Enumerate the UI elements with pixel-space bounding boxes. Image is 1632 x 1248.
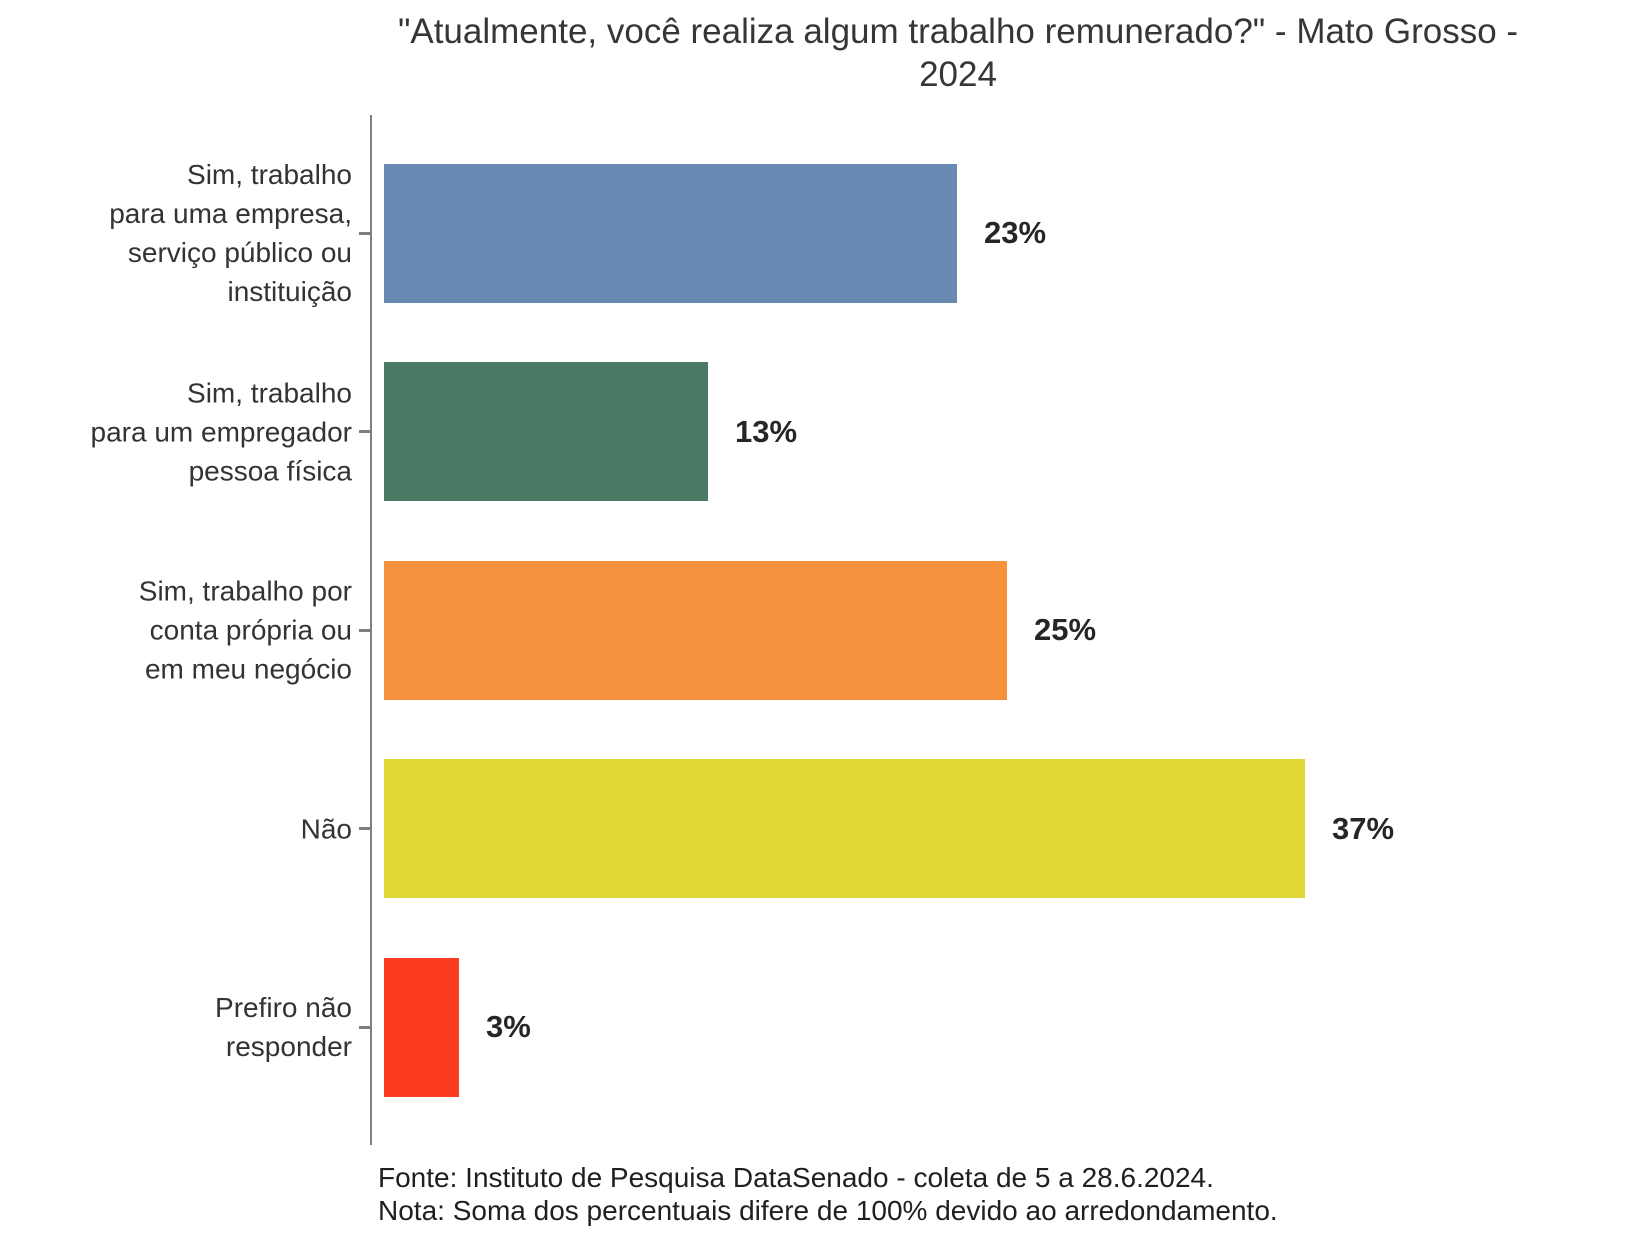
value-label: 13% (735, 413, 798, 449)
plot-area: 23% 13% 25% 37% 3% (359, 115, 1630, 1145)
category-label: Sim, trabalho para um empregador pessoa fí… (90, 377, 352, 486)
bar (384, 759, 1305, 898)
category-label: Não (300, 813, 352, 844)
value-label: 25% (1034, 612, 1097, 647)
category-label: Sim, trabalho para uma empresa, serviço pú… (109, 159, 352, 307)
chart-title: "Atualmente, você realiza algum trabalho… (397, 12, 1519, 94)
source-note: Fonte: Instituto de Pesquisa DataSenado … (378, 1162, 1214, 1193)
category-label: Sim, trabalho por conta própria ou em meu … (138, 575, 352, 685)
axis-tick (359, 827, 370, 830)
axis-tick (359, 430, 370, 433)
axis-tick (359, 231, 370, 235)
bar (384, 362, 708, 501)
axis-tick (359, 628, 370, 632)
bar (384, 163, 957, 303)
value-label: 37% (1332, 810, 1395, 846)
bar (384, 957, 459, 1097)
value-label: 23% (984, 215, 1047, 250)
bar (384, 560, 1007, 700)
axis-tick (359, 1025, 370, 1029)
y-axis-line (370, 115, 372, 1145)
category-label: Prefiro não responder (215, 992, 352, 1062)
rounding-note: Nota: Soma dos percentuais difere de 100… (378, 1195, 1278, 1226)
footer: Fonte: Instituto de Pesquisa DataSenado … (378, 1161, 1278, 1227)
value-label: 3% (486, 1009, 531, 1044)
